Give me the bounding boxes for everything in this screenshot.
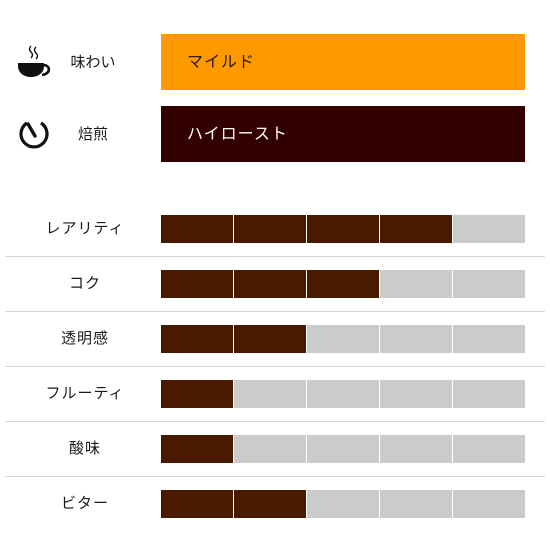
- flavor-row: 味わい マイルド: [0, 34, 550, 90]
- roast-label: 焙煎: [77, 125, 108, 143]
- rating-row: レアリティ: [0, 201, 550, 256]
- rating-segment-empty: [453, 490, 525, 518]
- rating-row: ビター: [0, 476, 550, 531]
- rating-segment-filled: [234, 215, 306, 243]
- rating-row: フルーティ: [0, 366, 550, 421]
- rating-label: フルーティ: [45, 384, 125, 402]
- flavor-value: マイルド: [187, 52, 256, 71]
- rating-segment-filled: [234, 490, 306, 518]
- rating-segment-empty: [380, 435, 452, 463]
- rating-meter: [161, 380, 525, 408]
- rating-segment-filled: [307, 270, 379, 298]
- rating-segment-filled: [161, 490, 233, 518]
- rating-segment-filled: [161, 325, 233, 353]
- rating-segment-empty: [380, 270, 452, 298]
- rating-label: レアリティ: [45, 219, 125, 237]
- rating-label: 酸味: [68, 439, 101, 457]
- rating-segment-empty: [453, 380, 525, 408]
- flavor-value-bar: マイルド: [161, 34, 525, 90]
- rating-segment-empty: [234, 435, 306, 463]
- rating-meter: [161, 325, 525, 353]
- rating-meter: [161, 215, 525, 243]
- rating-segment-empty: [380, 380, 452, 408]
- row-divider: [5, 421, 545, 422]
- rating-segment-empty: [307, 325, 379, 353]
- rating-segment-empty: [234, 380, 306, 408]
- rating-meter: [161, 490, 525, 518]
- row-divider: [5, 476, 545, 477]
- rating-segment-empty: [453, 435, 525, 463]
- rating-segment-empty: [453, 270, 525, 298]
- rating-segment-filled: [234, 270, 306, 298]
- row-divider: [5, 256, 545, 257]
- rating-segment-empty: [380, 325, 452, 353]
- rating-segment-filled: [161, 380, 233, 408]
- rating-segment-empty: [453, 215, 525, 243]
- rating-label: 透明感: [60, 329, 109, 347]
- rating-meter: [161, 435, 525, 463]
- rating-label: コク: [68, 274, 101, 292]
- rating-row: 酸味: [0, 421, 550, 476]
- row-divider: [5, 366, 545, 367]
- rating-label: ビター: [60, 494, 109, 512]
- rating-segment-filled: [380, 215, 452, 243]
- rating-segment-filled: [307, 215, 379, 243]
- roast-row: 焙煎 ハイロースト: [0, 106, 550, 162]
- rating-meter: [161, 270, 525, 298]
- rating-segment-empty: [307, 435, 379, 463]
- rating-segment-filled: [234, 325, 306, 353]
- rating-segment-filled: [161, 435, 233, 463]
- rating-segment-empty: [380, 490, 452, 518]
- row-divider: [5, 311, 545, 312]
- rating-segment-empty: [307, 380, 379, 408]
- rating-segment-filled: [161, 215, 233, 243]
- roast-value: ハイロースト: [187, 124, 288, 143]
- timer-icon: [14, 114, 54, 154]
- rating-row: コク: [0, 256, 550, 311]
- coffee-cup-icon: [14, 42, 54, 82]
- rating-segment-empty: [453, 325, 525, 353]
- flavor-label: 味わい: [70, 53, 116, 71]
- rating-row: 透明感: [0, 311, 550, 366]
- rating-segment-filled: [161, 270, 233, 298]
- rating-segment-empty: [307, 490, 379, 518]
- roast-value-bar: ハイロースト: [161, 106, 525, 162]
